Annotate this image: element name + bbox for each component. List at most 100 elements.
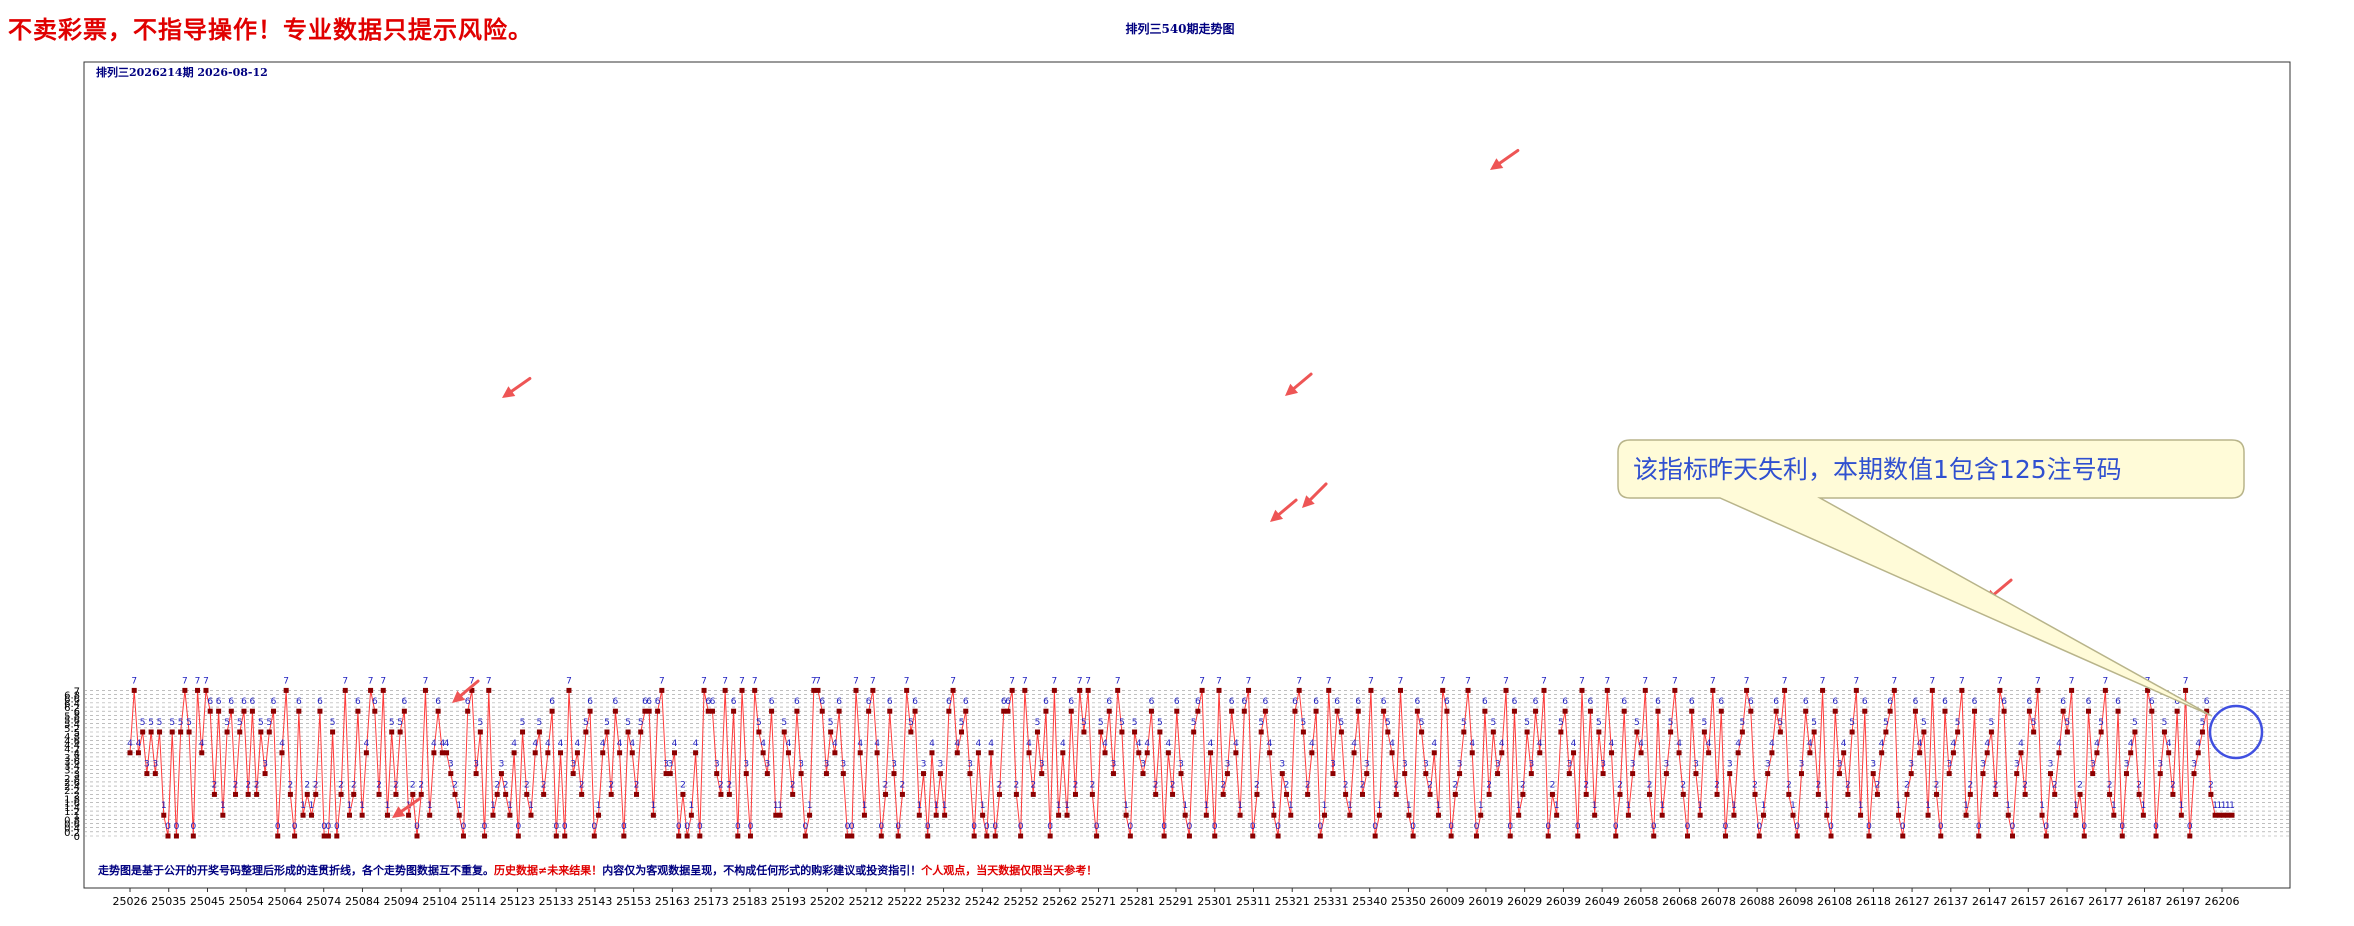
data-label: 7 (1782, 676, 1788, 686)
data-label: 2 (1647, 780, 1653, 790)
data-label: 0 (1410, 822, 1416, 832)
data-point (870, 687, 876, 693)
data-label: 0 (1900, 822, 1906, 832)
data-point (2039, 812, 2045, 818)
x-tick-label: 25026 (113, 895, 148, 908)
data-label: 5 (2162, 718, 2168, 728)
data-point (330, 729, 336, 735)
data-point (190, 833, 196, 839)
x-tick-label: 25291 (1159, 895, 1194, 908)
data-label: 2 (1786, 780, 1792, 790)
data-point (1891, 687, 1897, 693)
data-label: 0 (1161, 822, 1167, 832)
data-point (528, 812, 534, 818)
grid-lines (84, 690, 2290, 837)
data-point (1904, 791, 1910, 797)
data-point (1874, 791, 1880, 797)
data-point (1452, 791, 1458, 797)
data-point (1929, 687, 1935, 693)
data-point (1668, 729, 1674, 735)
y-tick-label: 2 (74, 790, 80, 801)
data-point (1566, 771, 1572, 777)
data-label: 4 (1469, 739, 1475, 749)
data-point (131, 687, 137, 693)
data-label: 6 (1313, 697, 1319, 707)
data-point (1186, 833, 1192, 839)
data-point (1630, 771, 1636, 777)
data-label: 6 (1001, 697, 1007, 707)
data-label: 7 (1604, 676, 1610, 686)
data-label: 6 (1862, 697, 1868, 707)
data-label: 4 (1638, 739, 1644, 749)
data-label: 7 (283, 676, 289, 686)
data-label: 1 (528, 801, 534, 811)
data-label: 1 (359, 801, 365, 811)
data-point (1790, 812, 1796, 818)
data-point (1900, 833, 1906, 839)
data-point (942, 812, 948, 818)
data-point (2026, 708, 2032, 714)
data-label: 0 (676, 822, 682, 832)
data-point (1322, 812, 1328, 818)
data-label: 6 (866, 697, 872, 707)
data-point (237, 729, 243, 735)
y-tick-label: 3.8 (64, 753, 80, 764)
data-point (334, 833, 340, 839)
data-label: 3 (743, 760, 749, 770)
data-point (1545, 833, 1551, 839)
data-point (1174, 708, 1180, 714)
data-point (1013, 791, 1019, 797)
data-point (211, 791, 217, 797)
data-label: 0 (174, 822, 180, 832)
data-label: 0 (292, 822, 298, 832)
data-label: 3 (1630, 760, 1636, 770)
data-point (1967, 791, 1973, 797)
data-label: 7 (811, 676, 817, 686)
data-label: 4 (136, 739, 142, 749)
data-point (1710, 687, 1716, 693)
data-point (671, 750, 677, 756)
data-label: 1 (2073, 801, 2079, 811)
data-label: 3 (448, 760, 454, 770)
data-label: 6 (1689, 697, 1695, 707)
data-label: 7 (1503, 676, 1509, 686)
data-label: 5 (1811, 718, 1817, 728)
data-point (1224, 771, 1230, 777)
data-label: 4 (1879, 739, 1885, 749)
data-label: 2 (1089, 780, 1095, 790)
data-point (507, 812, 513, 818)
data-point (376, 791, 382, 797)
data-point (1955, 729, 1961, 735)
data-label: 7 (423, 676, 429, 686)
x-tick-label: 25331 (1313, 895, 1348, 908)
data-label: 2 (254, 780, 260, 790)
data-label: 0 (1938, 822, 1944, 832)
data-point (1908, 771, 1914, 777)
data-label: 2 (1714, 780, 1720, 790)
y-tick-label: 3.4 (64, 761, 80, 772)
data-label: 4 (1571, 739, 1577, 749)
data-label: 6 (1263, 697, 1269, 707)
data-label: 4 (1102, 739, 1108, 749)
data-label: 7 (1929, 676, 1935, 686)
data-point (2187, 833, 2193, 839)
data-point (1030, 791, 1036, 797)
data-point (490, 812, 496, 818)
data-label: 4 (2128, 739, 2134, 749)
data-label: 4 (1165, 739, 1171, 749)
x-tick-label: 25212 (849, 895, 884, 908)
data-point (2170, 791, 2176, 797)
data-label: 4 (629, 739, 635, 749)
data-point (1068, 708, 1074, 714)
x-tick-label: 26187 (2127, 895, 2162, 908)
data-label: 3 (1727, 760, 1733, 770)
data-point (811, 687, 817, 693)
data-point (1047, 833, 1053, 839)
data-label: 5 (2098, 718, 2104, 728)
data-point (579, 791, 585, 797)
data-point (1988, 729, 1994, 735)
x-tick-label: 25074 (306, 895, 341, 908)
data-point (1347, 812, 1353, 818)
y-tick-label: 6.8 (64, 691, 80, 702)
data-label: 0 (2081, 822, 2087, 832)
